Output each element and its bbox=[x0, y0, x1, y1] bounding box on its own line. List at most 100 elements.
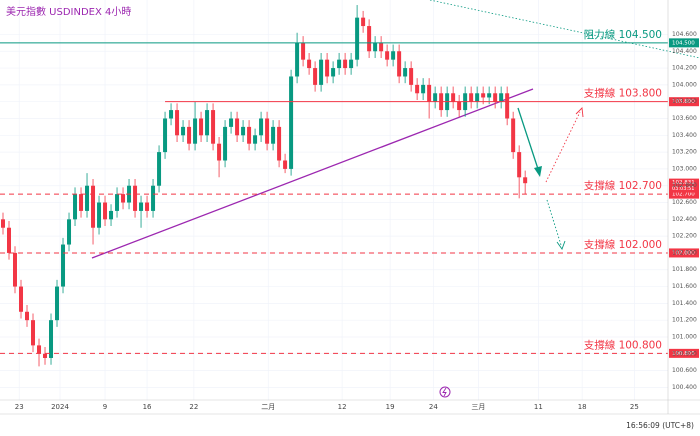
candle-body bbox=[373, 42, 378, 52]
candle-body bbox=[391, 51, 396, 60]
candle-body bbox=[325, 59, 330, 77]
last-price-box bbox=[669, 178, 699, 193]
level-label: 支撐線 102.700 bbox=[584, 179, 662, 192]
candle-body bbox=[97, 202, 102, 228]
y-tick-label: 102.800 bbox=[672, 182, 697, 189]
candle-body bbox=[121, 194, 126, 203]
candle-body bbox=[169, 110, 174, 119]
level-label: 阻力線 104.500 bbox=[584, 28, 662, 41]
channel-line bbox=[429, 0, 700, 59]
x-tick-label: 16 bbox=[143, 403, 152, 411]
level-label: 支撐線 100.800 bbox=[584, 338, 662, 351]
candle-body bbox=[313, 68, 318, 85]
y-tick-label: 104.600 bbox=[672, 31, 697, 38]
candle-body bbox=[385, 51, 390, 60]
candle-body bbox=[73, 194, 78, 220]
candle-body bbox=[19, 286, 24, 312]
candle-body bbox=[163, 118, 168, 153]
candle-body bbox=[277, 126, 282, 161]
y-tick-label: 104.400 bbox=[672, 48, 697, 55]
candle-body bbox=[487, 93, 492, 98]
candle-body bbox=[397, 51, 402, 77]
x-tick-label: 12 bbox=[338, 403, 347, 411]
y-tick-label: 103.400 bbox=[672, 132, 697, 139]
y-tick-label: 103.200 bbox=[672, 149, 697, 156]
level-axis-label: 102.700 bbox=[672, 192, 695, 198]
candle-body bbox=[361, 17, 366, 27]
arrow-head bbox=[575, 107, 584, 118]
candle-body bbox=[37, 345, 42, 354]
candle-body bbox=[337, 59, 342, 69]
candle-body bbox=[187, 126, 192, 144]
candle-body bbox=[367, 26, 372, 52]
candle-body bbox=[433, 93, 438, 102]
chart-title: 美元指數 USDINDEX 4小時 bbox=[6, 5, 131, 18]
candle-body bbox=[379, 42, 384, 52]
candle-body bbox=[25, 311, 30, 321]
y-tick-label: 102.600 bbox=[672, 199, 697, 206]
arrow-head bbox=[556, 240, 566, 250]
level-axis-label: 100.805 bbox=[672, 351, 695, 357]
arrow bbox=[517, 107, 540, 173]
event-icon[interactable] bbox=[439, 386, 451, 398]
projection-arrows bbox=[517, 107, 584, 250]
candle-body bbox=[319, 59, 324, 85]
levels: 阻力線 104.500 104.500 支撐線 103.800 103.800 支撐線 … bbox=[0, 28, 699, 358]
y-tick-label: 104.200 bbox=[672, 65, 697, 72]
last-price-label: 102.831 bbox=[672, 180, 695, 186]
candle-body bbox=[1, 219, 6, 228]
candle-body bbox=[55, 286, 60, 321]
level-label: 支撐線 102.000 bbox=[584, 238, 662, 251]
candle-body bbox=[475, 93, 480, 102]
arrow bbox=[545, 111, 581, 183]
y-tick-label: 101.400 bbox=[672, 300, 697, 307]
countdown-label: 03:03:51 bbox=[672, 186, 694, 192]
candle-body bbox=[511, 118, 516, 153]
candle-body bbox=[505, 93, 510, 119]
candle-body bbox=[157, 152, 162, 186]
level-axis-box bbox=[669, 38, 699, 48]
candle-body bbox=[13, 252, 18, 287]
y-tick-label: 101.000 bbox=[672, 333, 697, 340]
candle-body bbox=[499, 93, 504, 102]
candle-body bbox=[133, 185, 138, 211]
candle-body bbox=[61, 244, 66, 287]
x-tick-label: 18 bbox=[578, 403, 587, 411]
candle-body bbox=[451, 93, 456, 102]
candle-body bbox=[115, 194, 120, 211]
grid bbox=[0, 0, 668, 400]
candle-body bbox=[421, 84, 426, 94]
candle-body bbox=[217, 143, 222, 161]
y-tick-label: 100.800 bbox=[672, 350, 697, 357]
candle-body bbox=[259, 118, 264, 136]
level-axis-box bbox=[669, 189, 699, 199]
candle-body bbox=[229, 118, 234, 127]
candle-body bbox=[427, 84, 432, 102]
candle-body bbox=[175, 110, 180, 136]
candle-body bbox=[223, 126, 228, 161]
candle-body bbox=[145, 202, 150, 211]
y-tick-label: 103.800 bbox=[672, 98, 697, 105]
candle-body bbox=[283, 160, 288, 169]
level-label: 支撐線 103.800 bbox=[584, 87, 662, 100]
x-tick-label: 22 bbox=[189, 403, 198, 411]
level-axis-label: 102.000 bbox=[672, 250, 695, 256]
candle-body bbox=[493, 93, 498, 102]
y-tick-label: 101.200 bbox=[672, 317, 697, 324]
candle-body bbox=[139, 202, 144, 211]
level-axis-label: 103.800 bbox=[672, 99, 695, 105]
candle-body bbox=[331, 68, 336, 77]
x-tick-label: 11 bbox=[534, 403, 543, 411]
candle-body bbox=[199, 118, 204, 136]
y-tick-label: 101.600 bbox=[672, 283, 697, 290]
arrow bbox=[546, 199, 562, 246]
y-tick-label: 100.600 bbox=[672, 367, 697, 374]
candle-body bbox=[193, 118, 198, 144]
candle-body bbox=[211, 110, 216, 144]
candle-body bbox=[7, 227, 12, 253]
level-axis-box bbox=[669, 97, 699, 107]
x-tick-label: 24 bbox=[429, 403, 438, 411]
level-axis-label: 104.500 bbox=[672, 40, 695, 46]
